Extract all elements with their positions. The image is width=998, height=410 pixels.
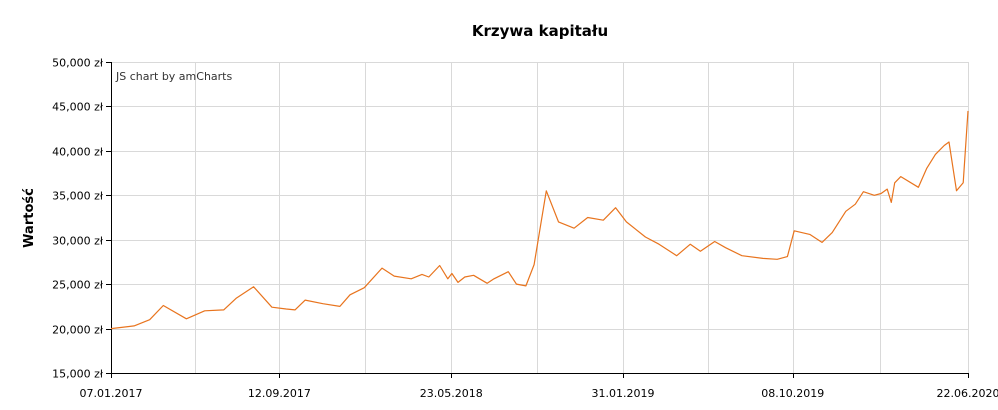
y-tick-label: 15,000 zł xyxy=(52,368,104,381)
x-tick-label: 31.01.2019 xyxy=(592,387,655,400)
y-tick-label: 50,000 zł xyxy=(52,57,104,70)
y-axis-ticks: 15,000 zł 20,000 zł 25,000 zł 30,000 zł 35,0… xyxy=(52,57,111,381)
y-tick-label: 20,000 zł xyxy=(52,324,104,337)
x-tick-label: 22.06.2020 xyxy=(937,387,998,400)
y-tick-label: 40,000 zł xyxy=(52,146,104,159)
y-tick-label: 25,000 zł xyxy=(52,279,104,292)
y-axis-label: Wartość xyxy=(22,188,37,248)
series-layer xyxy=(110,110,969,330)
x-tick-label: 23.05.2018 xyxy=(420,387,483,400)
y-tick-label: 30,000 zł xyxy=(52,235,104,248)
x-axis-ticks: 07.01.2017 12.09.2017 23.05.2018 31.01.2019… xyxy=(80,373,998,400)
gridlines xyxy=(111,62,969,374)
y-tick-label: 45,000 zł xyxy=(52,101,104,114)
chart-credit[interactable]: JS chart by amCharts xyxy=(115,70,232,83)
chart-title: Krzywa kapitału xyxy=(472,22,608,40)
x-tick-label: 12.09.2017 xyxy=(248,387,311,400)
axes xyxy=(111,62,968,374)
y-tick-label: 35,000 zł xyxy=(52,190,104,203)
x-tick-label: 08.10.2019 xyxy=(761,387,824,400)
x-tick-label: 07.01.2017 xyxy=(80,387,143,400)
equity-line[interactable] xyxy=(110,110,969,330)
